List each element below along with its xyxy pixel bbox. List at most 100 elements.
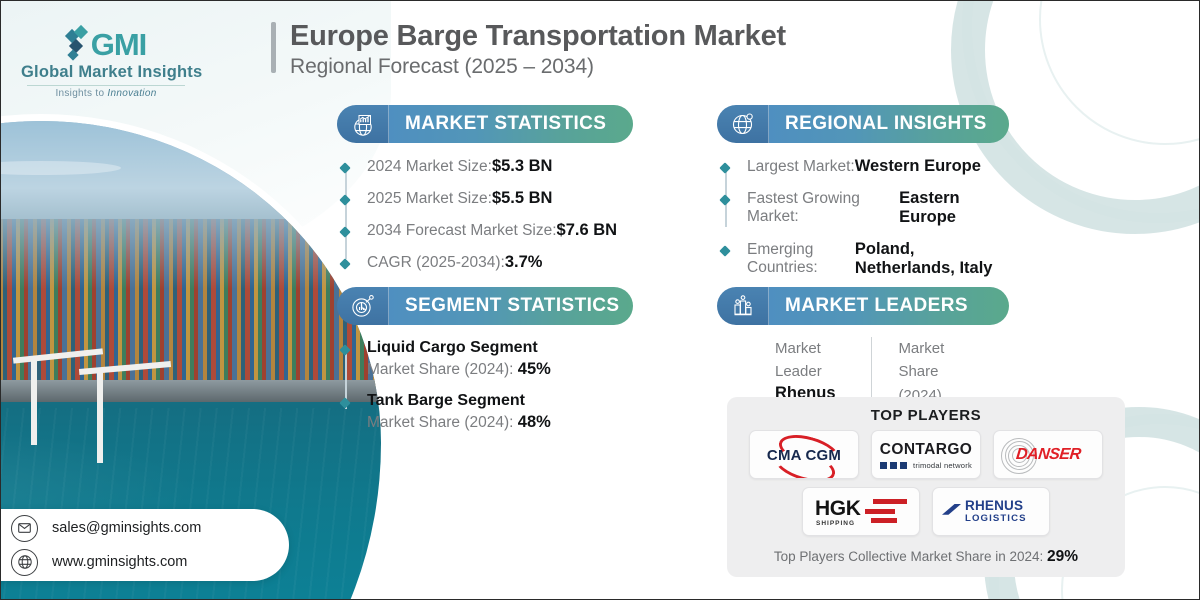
item-label: Fastest Growing Market: <box>747 190 860 225</box>
section-market-statistics: MARKET STATISTICS 2024 Market Size: $5.3… <box>337 105 633 272</box>
contact-email: sales@gminsights.com <box>52 520 202 536</box>
item-label: 2024 Market Size: <box>367 158 492 175</box>
market-statistics-title: MARKET STATISTICS <box>389 105 633 143</box>
rhenus-arrow-icon <box>942 504 961 515</box>
bullet-diamond-icon <box>719 245 731 257</box>
segment-name: Tank Barge Segment <box>367 392 525 409</box>
logo-divider <box>27 85 185 86</box>
market-statistics-list: 2024 Market Size: $5.3 BN 2025 Market Si… <box>337 157 633 272</box>
player-logo-danser[interactable]: DANSER <box>993 430 1103 479</box>
top-players-row-1: CMA CGM CONTARGO trimodal network <box>749 430 1103 479</box>
item-label: 2034 Forecast Market Size: <box>367 222 557 239</box>
item-value: $7.6 BN <box>556 221 618 239</box>
hgk-bar-icon <box>865 508 895 514</box>
hgk-bar-icon <box>873 498 907 504</box>
gmi-tagline: Insights to Innovation <box>21 88 191 99</box>
bullet-diamond-icon <box>339 226 351 238</box>
regional-insights-list: Largest Market: Western Europe Fastest G… <box>717 157 1009 278</box>
item-value: 48% <box>517 413 551 431</box>
bullet-diamond-icon <box>339 258 351 270</box>
list-item: 2025 Market Size: $5.5 BN <box>339 189 633 208</box>
hero-photo-panel <box>1 1 421 599</box>
pie-chart-target-icon <box>337 287 389 325</box>
bullet-diamond-icon <box>339 397 351 409</box>
hgk-logo: HGK SHIPPING <box>809 492 913 532</box>
segment-statistics-list: Liquid Cargo Segment Market Share (2024)… <box>337 339 633 432</box>
market-leaders-title: MARKET LEADERS <box>769 287 1009 325</box>
top-players-panel: TOP PLAYERS CMA CGM CONTARGO <box>727 397 1125 577</box>
player-logo-contargo[interactable]: CONTARGO trimodal network <box>871 430 981 479</box>
bullet-diamond-icon <box>339 194 351 206</box>
top-players-row-2: HGK SHIPPING RHENUS LOGISTICS <box>749 487 1103 536</box>
contargo-square-icon <box>890 462 898 469</box>
top-players-collective-share: Top Players Collective Market Share in 2… <box>727 544 1125 566</box>
segment-name: Liquid Cargo Segment <box>367 339 538 356</box>
cma-cgm-logo: CMA CGM <box>752 431 856 478</box>
contact-pill: sales@gminsights.com www.gminsights.com <box>1 509 289 581</box>
list-item: 2024 Market Size: $5.3 BN <box>339 157 633 176</box>
contact-email-row[interactable]: sales@gminsights.com <box>11 514 289 542</box>
contargo-tagline: trimodal network <box>913 461 972 470</box>
rhenus-wordmark: RHENUS <box>965 498 1024 514</box>
item-value: 45% <box>517 360 551 378</box>
page-subtitle: Regional Forecast (2025 – 2034) <box>290 55 594 79</box>
port-aerial-photo <box>1 121 381 599</box>
player-logo-rhenus-logistics[interactable]: RHENUS LOGISTICS <box>932 487 1050 536</box>
item-value: Western Europe <box>854 157 981 175</box>
top-players-logo-grid: CMA CGM CONTARGO trimodal network <box>727 424 1125 536</box>
page-title: Europe Barge Transportation Market <box>290 20 786 52</box>
market-leader-label: Market Leader <box>775 340 822 381</box>
list-item: 2034 Forecast Market Size: $7.6 BN <box>339 221 633 240</box>
market-leaders-header: MARKET LEADERS <box>717 287 1009 325</box>
gmi-diamonds-logo-icon <box>64 24 88 61</box>
photo-crane <box>31 359 37 445</box>
list-item: Fastest Growing Market: Eastern Europe <box>719 189 1009 227</box>
top-players-title: TOP PLAYERS <box>870 407 982 424</box>
tagline-part-1: Insights to <box>55 88 108 99</box>
segment-statistics-title: SEGMENT STATISTICS <box>389 287 633 325</box>
contargo-square-icon <box>880 462 888 469</box>
photo-cloud <box>1 161 121 175</box>
item-value: $5.5 BN <box>491 189 553 207</box>
tagline-part-2: Innovation <box>107 88 157 99</box>
globe-pin-icon <box>717 105 769 143</box>
photo-quay <box>1 380 381 403</box>
collective-share-label: Top Players Collective Market Share in 2… <box>773 549 1048 564</box>
title-accent-bar <box>271 22 276 74</box>
hgk-wordmark: HGK <box>815 496 861 520</box>
photo-haze <box>1 219 381 289</box>
gmi-logo: GMI Global Market Insights Insights to I… <box>21 24 203 99</box>
rhenus-logo: RHENUS LOGISTICS <box>936 493 1046 531</box>
contargo-square-icon <box>900 462 908 469</box>
bullet-diamond-icon <box>719 162 731 174</box>
bullet-diamond-icon <box>339 162 351 174</box>
danser-logo: DANSER <box>995 435 1101 475</box>
player-logo-cma-cgm[interactable]: CMA CGM <box>749 430 859 479</box>
item-value: Eastern Europe <box>899 189 960 226</box>
item-value: Poland, Netherlands, Italy <box>854 240 993 277</box>
contargo-logo: CONTARGO trimodal network <box>874 436 978 474</box>
globe-icon <box>11 548 38 576</box>
gmi-company-name: Global Market Insights <box>21 63 203 81</box>
item-label: CAGR (2025-2034): <box>367 254 505 271</box>
item-value: 3.7% <box>504 253 543 271</box>
item-label: Market Share (2024): <box>367 414 518 431</box>
regional-insights-header: REGIONAL INSIGHTS <box>717 105 1009 143</box>
market-statistics-header: MARKET STATISTICS <box>337 105 633 143</box>
list-item: Tank Barge Segment Market Share (2024): … <box>339 392 633 432</box>
decorative-ring-top-right-inner <box>1039 1 1199 145</box>
list-item: Emerging Countries: Poland, Netherlands,… <box>719 240 1009 278</box>
rhenus-subline: LOGISTICS <box>965 512 1027 524</box>
item-value: $5.3 BN <box>491 157 553 175</box>
section-segment-statistics: SEGMENT STATISTICS Liquid Cargo Segment … <box>337 287 633 432</box>
envelope-icon <box>11 514 38 542</box>
list-item: CAGR (2025-2034): 3.7% <box>339 253 633 272</box>
list-item: Liquid Cargo Segment Market Share (2024)… <box>339 339 633 379</box>
hero-photo-mask <box>1 121 381 599</box>
photo-crane <box>97 371 103 463</box>
regional-insights-title: REGIONAL INSIGHTS <box>769 105 1009 143</box>
page-title-block: Europe Barge Transportation Market Regio… <box>271 19 786 79</box>
player-logo-hgk-shipping[interactable]: HGK SHIPPING <box>802 487 920 536</box>
contact-website-row[interactable]: www.gminsights.com <box>11 548 289 576</box>
